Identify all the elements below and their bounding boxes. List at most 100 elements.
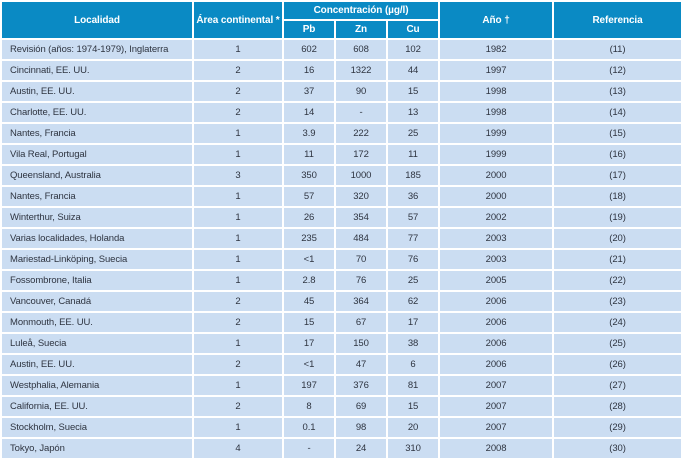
cell-pb: 37 xyxy=(284,82,334,101)
cell-cu: 57 xyxy=(388,208,439,227)
cell-pb: <1 xyxy=(284,355,334,374)
cell-referencia: (12) xyxy=(554,61,682,80)
cell-cu: 77 xyxy=(388,229,439,248)
cell-referencia: (22) xyxy=(554,271,682,290)
cell-cu: 25 xyxy=(388,271,439,290)
cell-cu: 44 xyxy=(388,61,439,80)
cell-cu: 11 xyxy=(388,145,439,164)
cell-pb: 45 xyxy=(284,292,334,311)
table-row: Austin, EE. UU. 2 <1 47 6 2006 (26) xyxy=(2,355,682,374)
cell-referencia: (25) xyxy=(554,334,682,353)
cell-ano: 2006 xyxy=(440,355,553,374)
cell-referencia: (18) xyxy=(554,187,682,206)
cell-referencia: (27) xyxy=(554,376,682,395)
table-row: Nantes, Francia 1 57 320 36 2000 (18) xyxy=(2,187,682,206)
cell-pb: 3.9 xyxy=(284,124,334,143)
cell-pb: 14 xyxy=(284,103,334,122)
cell-ano: 2006 xyxy=(440,334,553,353)
header-zn: Zn xyxy=(336,21,386,38)
cell-referencia: (14) xyxy=(554,103,682,122)
table-body: Revisión (años: 1974-1979), Inglaterra 1… xyxy=(2,40,682,458)
cell-ano: 2002 xyxy=(440,208,553,227)
cell-localidad: Stockholm, Suecia xyxy=(2,418,192,437)
cell-zn: 376 xyxy=(336,376,386,395)
cell-localidad: Monmouth, EE. UU. xyxy=(2,313,192,332)
cell-area-continental: 2 xyxy=(194,313,282,332)
cell-zn: 47 xyxy=(336,355,386,374)
header-concentracion: Concentración (µg/l) xyxy=(284,2,439,19)
header-pb: Pb xyxy=(284,21,334,38)
cell-zn: 364 xyxy=(336,292,386,311)
cell-cu: 20 xyxy=(388,418,439,437)
cell-cu: 38 xyxy=(388,334,439,353)
cell-localidad: Austin, EE. UU. xyxy=(2,355,192,374)
cell-ano: 1999 xyxy=(440,124,553,143)
cell-area-continental: 4 xyxy=(194,439,282,458)
header-referencia: Referencia xyxy=(554,2,682,38)
cell-cu: 310 xyxy=(388,439,439,458)
cell-pb: - xyxy=(284,439,334,458)
cell-localidad: Charlotte, EE. UU. xyxy=(2,103,192,122)
cell-pb: 57 xyxy=(284,187,334,206)
cell-pb: 0.1 xyxy=(284,418,334,437)
cell-zn: 1000 xyxy=(336,166,386,185)
cell-cu: 81 xyxy=(388,376,439,395)
cell-pb: 8 xyxy=(284,397,334,416)
cell-pb: 15 xyxy=(284,313,334,332)
header-area-continental: Área continental * xyxy=(194,2,282,38)
cell-zn: 222 xyxy=(336,124,386,143)
cell-zn: 320 xyxy=(336,187,386,206)
table-row: California, EE. UU. 2 8 69 15 2007 (28) xyxy=(2,397,682,416)
cell-ano: 2007 xyxy=(440,418,553,437)
cell-localidad: Luleå, Suecia xyxy=(2,334,192,353)
cell-ano: 2008 xyxy=(440,439,553,458)
header-ano: Año † xyxy=(440,2,553,38)
table-row: Winterthur, Suiza 1 26 354 57 2002 (19) xyxy=(2,208,682,227)
table-row: Nantes, Francia 1 3.9 222 25 1999 (15) xyxy=(2,124,682,143)
cell-ano: 1998 xyxy=(440,82,553,101)
header-cu: Cu xyxy=(388,21,439,38)
cell-area-continental: 2 xyxy=(194,103,282,122)
cell-localidad: Fossombrone, Italia xyxy=(2,271,192,290)
cell-referencia: (23) xyxy=(554,292,682,311)
cell-referencia: (24) xyxy=(554,313,682,332)
cell-area-continental: 1 xyxy=(194,187,282,206)
cell-cu: 17 xyxy=(388,313,439,332)
cell-localidad: Nantes, Francia xyxy=(2,187,192,206)
cell-pb: 16 xyxy=(284,61,334,80)
cell-zn: 76 xyxy=(336,271,386,290)
cell-pb: 26 xyxy=(284,208,334,227)
cell-ano: 2006 xyxy=(440,313,553,332)
cell-referencia: (16) xyxy=(554,145,682,164)
cell-localidad: Tokyo, Japón xyxy=(2,439,192,458)
cell-area-continental: 2 xyxy=(194,61,282,80)
cell-referencia: (15) xyxy=(554,124,682,143)
cell-ano: 2003 xyxy=(440,250,553,269)
cell-referencia: (13) xyxy=(554,82,682,101)
cell-pb: 197 xyxy=(284,376,334,395)
table-row: Monmouth, EE. UU. 2 15 67 17 2006 (24) xyxy=(2,313,682,332)
cell-cu: 13 xyxy=(388,103,439,122)
table-row: Varias localidades, Holanda 1 235 484 77… xyxy=(2,229,682,248)
cell-cu: 15 xyxy=(388,82,439,101)
cell-localidad: Mariestad-Linköping, Suecia xyxy=(2,250,192,269)
cell-area-continental: 2 xyxy=(194,355,282,374)
cell-pb: 17 xyxy=(284,334,334,353)
cell-cu: 6 xyxy=(388,355,439,374)
cell-zn: 90 xyxy=(336,82,386,101)
cell-zn: 24 xyxy=(336,439,386,458)
cell-area-continental: 2 xyxy=(194,292,282,311)
cell-referencia: (21) xyxy=(554,250,682,269)
cell-referencia: (29) xyxy=(554,418,682,437)
cell-referencia: (17) xyxy=(554,166,682,185)
cell-cu: 15 xyxy=(388,397,439,416)
cell-localidad: California, EE. UU. xyxy=(2,397,192,416)
cell-area-continental: 1 xyxy=(194,376,282,395)
table-row: Queensland, Australia 3 350 1000 185 200… xyxy=(2,166,682,185)
cell-cu: 36 xyxy=(388,187,439,206)
cell-pb: 11 xyxy=(284,145,334,164)
cell-ano: 2007 xyxy=(440,397,553,416)
table-row: Charlotte, EE. UU. 2 14 - 13 1998 (14) xyxy=(2,103,682,122)
cell-ano: 1999 xyxy=(440,145,553,164)
cell-area-continental: 1 xyxy=(194,250,282,269)
